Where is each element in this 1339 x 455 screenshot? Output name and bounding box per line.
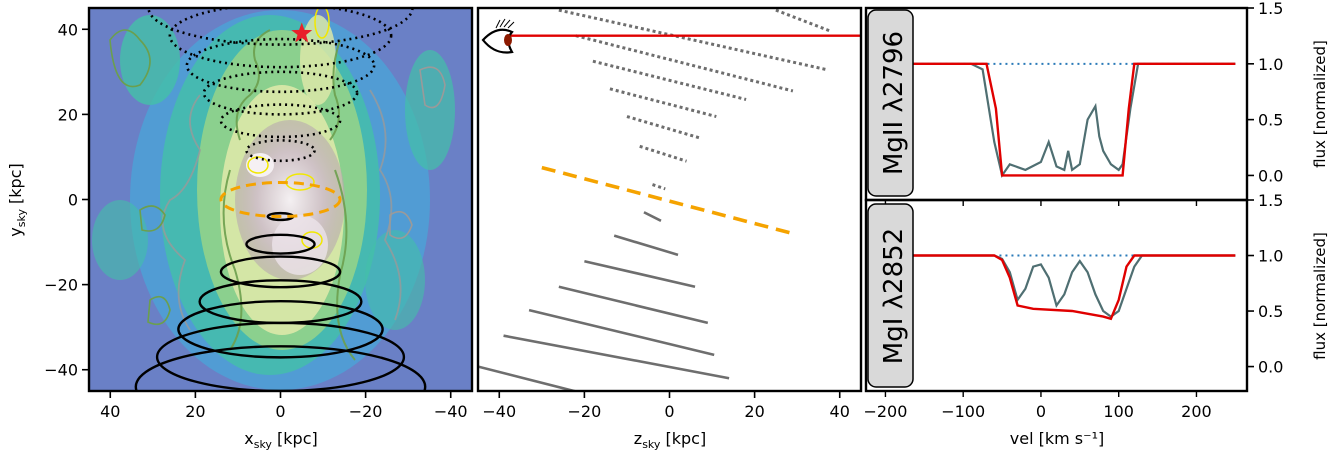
observer-eye-icon [481,18,515,54]
side-view-rings [478,8,832,391]
disk-plane-ellipse [219,180,342,219]
mgi-ytick-label: 1.5 [1258,191,1283,210]
mgii-model-spectrum [885,62,1236,177]
side-view-xlabel: zsky [kpc] [634,429,706,451]
mgi-ion-label: MgI λ2852 [879,228,909,364]
side-view-xtick-label: 0 [664,402,674,421]
sky-map-xtick-label: 40 [100,402,120,421]
side-view-axes: −40 −20 0 20 40 [482,391,850,421]
ring-edge-dotted [558,8,828,72]
mgii-observed-spectrum [885,62,1236,179]
mgi-xtick-label: 100 [1103,402,1134,421]
mgii-ion-label-box: MgII λ2796 [867,9,914,197]
ring-edge-solid [503,334,730,380]
sky-map-panel: 40 20 0 −20 −40 40 20 0 −20 −40 xsky [kpc] ysky [… [6,6,474,451]
ring-edge-dotted [775,8,832,33]
inclined-ring-dotted [202,70,359,116]
inclined-ring-dotted [185,37,376,94]
side-view-panel: −40 −20 0 20 40 zsky [kpc] [476,6,863,451]
mgi-xtick-label: −200 [863,402,907,421]
sky-map-ytick-label: −20 [44,276,78,295]
mgi-ylabel: flux [normalized] [1311,232,1329,360]
mgi-xtick-label: 200 [1181,402,1212,421]
sky-map-xtick-label: 0 [275,402,285,421]
ring-edge-dotted [592,59,747,101]
inclined-ring-solid [134,345,427,391]
side-view-xtick-label: −20 [568,402,602,421]
ring-edge-solid [584,259,696,289]
mgii-ytick-label: 1.5 [1258,0,1283,18]
sky-map-ylabel: ysky [kpc] [6,163,28,236]
sky-map-ytick-label: −40 [44,361,78,380]
mgi-observed-spectrum [885,254,1236,318]
ring-edge-solid [478,365,580,391]
inclined-ring-solid [245,233,316,255]
ring-edge-dotted [626,115,700,140]
sky-map-ytick-label: 0 [68,191,78,210]
sky-map-xtick-label: −20 [349,402,383,421]
mgii-ion-label: MgII λ2796 [879,31,909,175]
mgi-axes: 0.0 0.5 1.0 1.5 −200 −100 0 100 200 [863,191,1283,421]
mgi-frame [864,198,1249,393]
side-view-xtick-label: −40 [482,402,516,421]
mgi-ion-label-box: MgI λ2852 [867,203,914,388]
inclined-ring-solid [177,300,384,359]
mgi-spectrum-panel: MgI λ2852 0.0 0.5 1.0 1.5 −200 −100 0 100 200 fl… [863,191,1329,448]
sky-map-xtick-label: −40 [434,402,468,421]
mgi-xtick-label: −100 [941,402,985,421]
velocity-xlabel: vel [km s⁻¹] [1010,429,1104,448]
sky-map-xtick-label: 20 [185,402,205,421]
galaxy-marker-star [291,22,313,43]
inclined-ring-dotted [219,103,342,139]
ring-edge-solid [558,285,709,325]
mgii-spectrum-panel: MgII λ2796 0.0 0.5 1.0 1.5 flux [normalized… [864,0,1329,206]
disk-plane-line [541,165,794,236]
side-view-frame [476,6,863,393]
mgii-ytick-label: 0.5 [1258,111,1283,130]
side-view-xtick-label: 20 [744,402,764,421]
sky-map-axes: 40 20 0 −20 −40 40 20 0 −20 −40 [44,20,467,421]
inclined-ring-solid [219,255,342,289]
side-view-xtick-label: 40 [830,402,850,421]
mgii-frame [864,6,1249,202]
inclined-ring-dotted [168,8,393,69]
mgi-ytick-label: 0.0 [1258,358,1283,377]
sky-map-xlabel: xsky [kpc] [244,429,317,451]
ring-edge-solid [528,308,715,357]
inclined-rings [134,8,427,391]
mgii-axes: 0.0 0.5 1.0 1.5 [884,0,1283,206]
mgi-ytick-label: 1.0 [1258,247,1283,266]
sky-map-ytick-label: 20 [58,105,78,124]
mgii-ytick-label: 0.0 [1258,166,1283,185]
inclined-ring-dotted [245,139,316,163]
mgi-ytick-label: 0.5 [1258,302,1283,321]
ring-edge-dotted [639,144,687,163]
mgii-ylabel: flux [normalized] [1311,40,1329,168]
ring-edge-solid [643,211,662,222]
sky-map-ytick-label: 40 [58,20,78,39]
galaxy-star-shape [291,22,313,43]
ring-edge-dotted [609,87,717,118]
mgii-ytick-label: 1.0 [1258,55,1283,74]
mgi-model-spectrum [885,254,1236,321]
inclined-ring-solid [155,321,406,391]
ring-edge-dotted [575,34,794,93]
ring-edge-solid [613,234,679,257]
column-density-map [89,8,472,391]
mgi-xtick-label: 0 [1036,402,1046,421]
ring-edge-dotted [652,183,666,191]
